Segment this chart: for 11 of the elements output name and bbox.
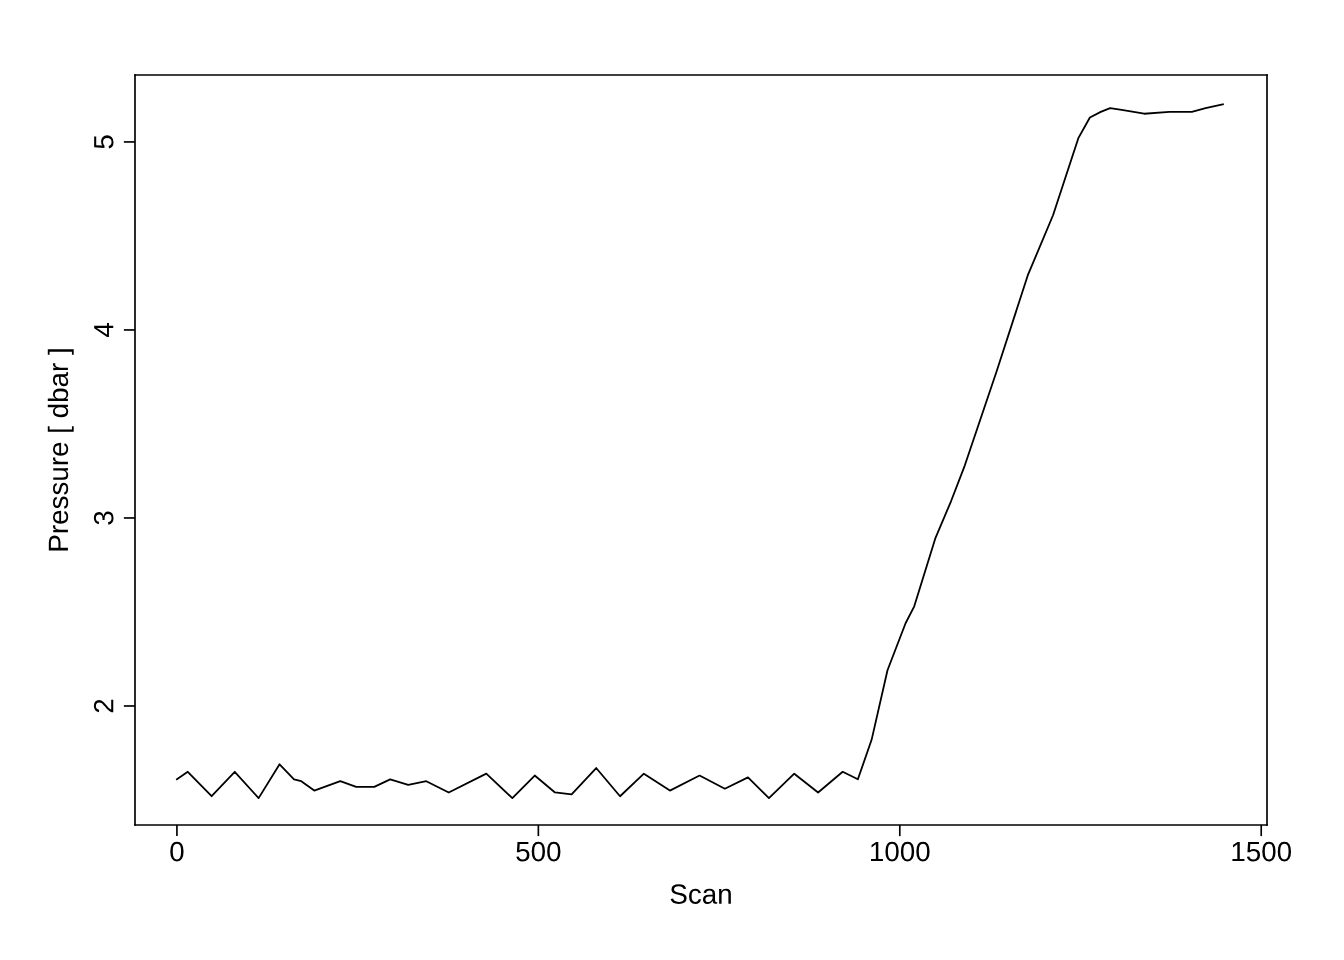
x-tick-label: 500: [516, 841, 561, 862]
line-series: [176, 103, 1224, 800]
y-axis-title: Pressure [ dbar ]: [47, 349, 74, 551]
x-tick-label: 0: [170, 841, 184, 862]
y-tick-label: 3: [93, 511, 114, 525]
x-axis-title: Scan: [670, 884, 731, 904]
x-tick-label: 1000: [871, 841, 930, 862]
x-tick-label: 1500: [1232, 841, 1292, 862]
y-tick-label: 4: [94, 323, 114, 338]
y-tick-label: 2: [93, 699, 114, 713]
y-tick-label: 5: [94, 135, 114, 149]
